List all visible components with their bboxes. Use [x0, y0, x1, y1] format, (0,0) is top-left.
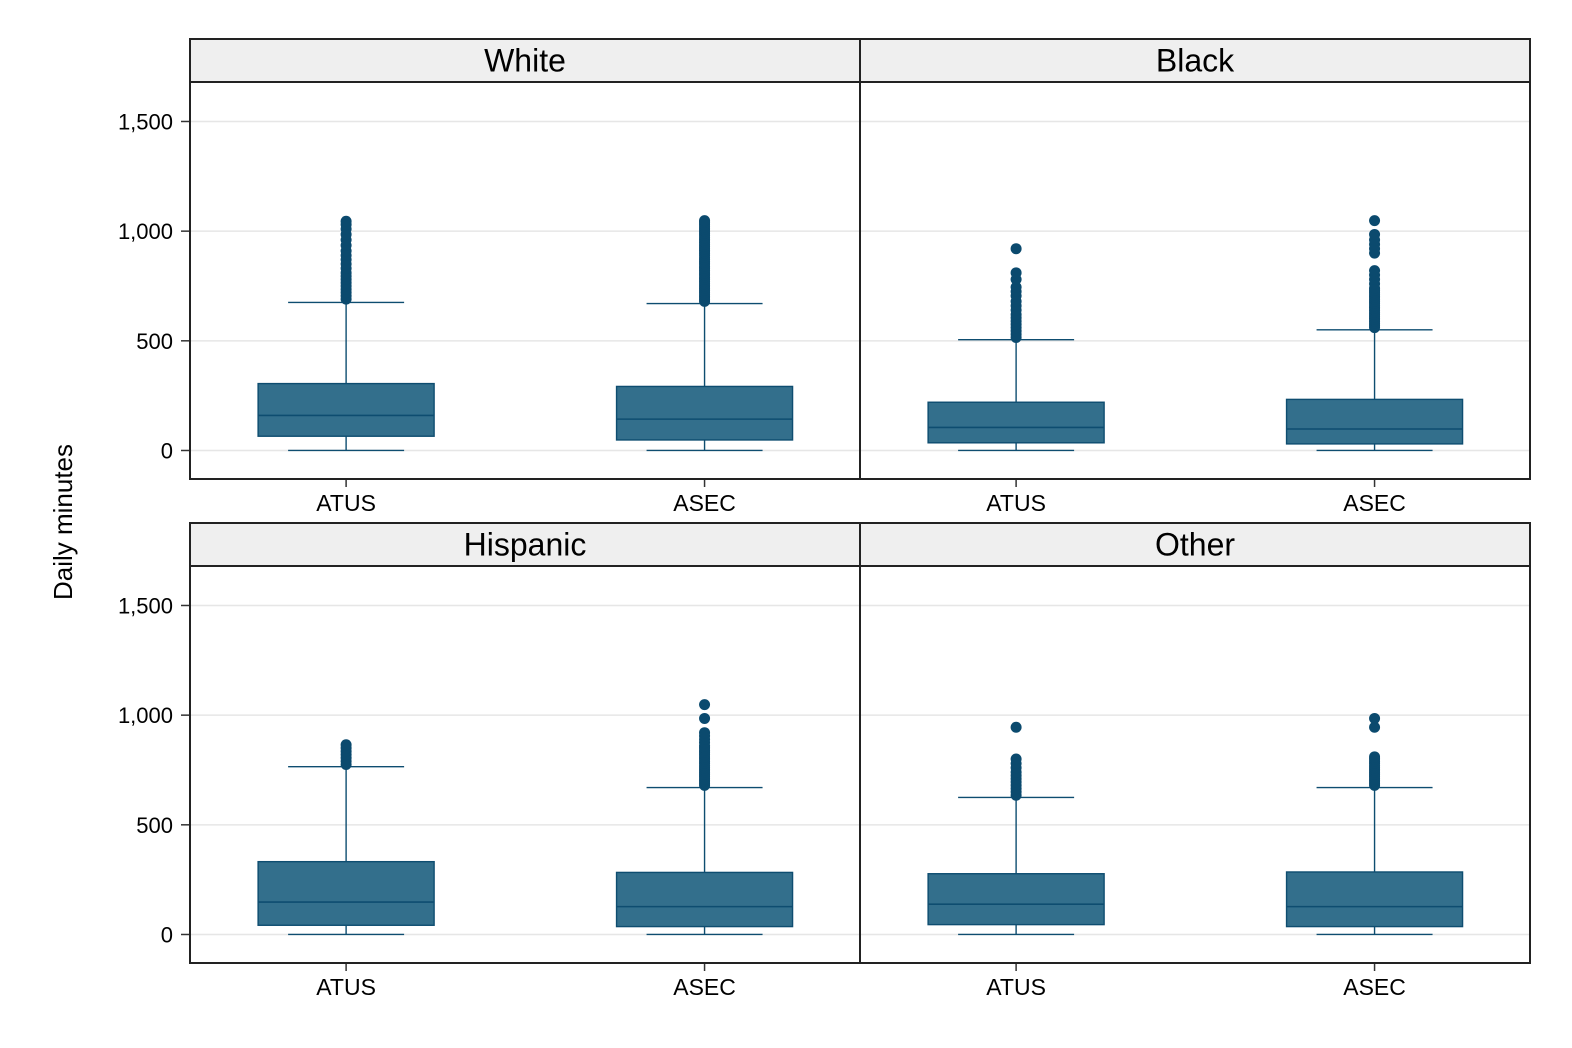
y-tick-label: 1,500 — [118, 593, 173, 618]
y-tick-label: 0 — [161, 438, 173, 463]
outlier-point — [699, 727, 711, 739]
box-iqr — [927, 873, 1105, 926]
box-iqr — [257, 860, 435, 926]
outlier-point — [699, 699, 711, 711]
box-iqr — [1285, 398, 1464, 445]
outlier-point — [1369, 721, 1381, 733]
outlier-point — [1369, 228, 1381, 240]
y-tick-label: 500 — [136, 329, 173, 354]
x-tick-label: ASEC — [673, 974, 736, 1000]
x-tick-label: ATUS — [316, 490, 376, 516]
outlier-point — [1369, 712, 1381, 724]
box-iqr — [927, 401, 1105, 444]
outlier-point — [1369, 751, 1381, 763]
outlier-point — [340, 739, 352, 751]
panel-title: Black — [1156, 43, 1235, 79]
y-axis-label: Daily minutes — [48, 444, 78, 600]
outlier-point — [1010, 721, 1022, 733]
outlier-point — [1369, 215, 1381, 227]
x-tick-label: ATUS — [316, 974, 376, 1000]
x-tick-label: ASEC — [1343, 974, 1406, 1000]
panel-strip — [189, 522, 861, 567]
outlier-point — [1010, 243, 1022, 255]
panel-title: Hispanic — [464, 527, 587, 563]
panel-title: Other — [1155, 527, 1235, 563]
x-tick-label: ATUS — [986, 490, 1046, 516]
panel-strip — [859, 522, 1531, 567]
y-tick-label: 1,500 — [118, 109, 173, 134]
outlier-point — [1369, 265, 1381, 277]
y-tick-label: 500 — [136, 813, 173, 838]
box-iqr — [615, 385, 794, 441]
outlier-point — [1010, 281, 1022, 293]
panel-strip — [189, 38, 861, 83]
outlier-point — [699, 215, 711, 227]
panel-border — [859, 81, 1531, 480]
box-iqr — [1285, 871, 1464, 928]
y-tick-label: 1,000 — [118, 703, 173, 728]
x-tick-label: ASEC — [673, 490, 736, 516]
box-iqr — [257, 382, 435, 437]
x-tick-label: ATUS — [986, 974, 1046, 1000]
outlier-point — [1010, 753, 1022, 765]
outlier-point — [340, 215, 352, 227]
box-iqr — [615, 871, 794, 928]
outlier-point — [1010, 267, 1022, 279]
y-tick-label: 0 — [161, 922, 173, 947]
panel-border — [859, 565, 1531, 964]
x-tick-label: ASEC — [1343, 490, 1406, 516]
y-tick-label: 1,000 — [118, 219, 173, 244]
panel-strip — [859, 38, 1531, 83]
panel-title: White — [484, 43, 566, 79]
outlier-point — [699, 712, 711, 724]
